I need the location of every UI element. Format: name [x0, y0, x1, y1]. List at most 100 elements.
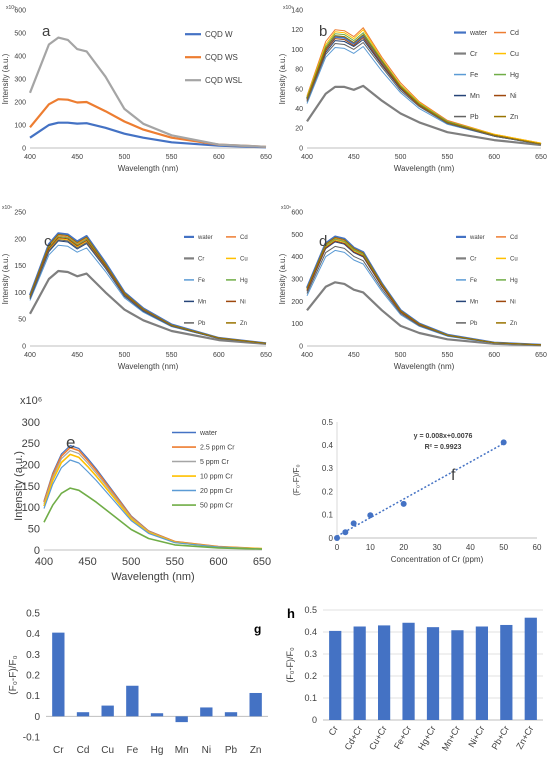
x-tick-label: 60	[533, 543, 542, 552]
legend-label: Hg	[240, 278, 248, 284]
y-tick-label: -0.1	[23, 733, 41, 744]
panel-letter: h	[287, 606, 295, 621]
legend-label: Fe	[198, 278, 206, 284]
y-tick-label: 100	[14, 290, 26, 297]
y-tick-label: 300	[22, 417, 40, 429]
x-tick-label: 450	[71, 352, 83, 359]
y-tick-label: 250	[22, 438, 40, 450]
y-tick-label: 20	[295, 126, 303, 133]
x-tick-label: 600	[213, 352, 225, 359]
y-tick-label: 150	[14, 263, 26, 270]
x-tick-label: Mn	[175, 745, 189, 756]
x-tick-label: 500	[395, 352, 407, 359]
legend-label: water	[199, 430, 218, 437]
y-tick-label: 0.3	[322, 464, 334, 473]
series-line-ni	[29, 237, 267, 344]
legend-label: water	[469, 30, 488, 37]
y-tick-label: 300	[291, 276, 303, 283]
x-axis-label: Wavelength (nm)	[394, 164, 455, 173]
bar-fe	[126, 685, 139, 717]
bar-cd-cr	[353, 626, 366, 720]
x-tick-label: 500	[122, 556, 140, 568]
x-axis-label: Wavelength (nm)	[118, 362, 179, 371]
panel-e-cr-concentration-spectra: 0 50 100 150 200 250 300 400 450 500 550 600 650 Wave…	[0, 386, 275, 590]
x-tick-label: Cu+Cr	[367, 724, 389, 752]
legend-label: Cr	[198, 257, 204, 263]
legend-label: Fe	[470, 72, 478, 79]
x-tick-label: 550	[166, 556, 184, 568]
y-tick-label: 0	[34, 545, 40, 557]
y-tick-label: 50	[18, 317, 26, 324]
legend-label: Hg	[510, 278, 518, 284]
legend-label: Ni	[240, 300, 246, 306]
equation-annotation: R² = 0.9923	[425, 444, 462, 451]
x-tick-label: 500	[119, 352, 131, 359]
y-tick-label: 250	[14, 209, 26, 216]
panel-d-emission-spectra: 0 100 200 300 400 500 600 400 450 500 550 600 650 Wav…	[275, 198, 550, 386]
y-multiplier-label: x10⁶	[281, 205, 291, 211]
legend-label: Fe	[470, 278, 478, 284]
y-tick-label: 0.1	[322, 511, 334, 520]
y-tick-label: 0	[22, 145, 26, 152]
legend-label: Cd	[510, 235, 518, 241]
data-point	[400, 500, 407, 507]
y-tick-label: 0	[329, 534, 334, 543]
equation-annotation: y = 0.008x+0.0076	[414, 433, 473, 440]
x-tick-label: 40	[466, 543, 475, 552]
x-tick-label: 10	[366, 543, 375, 552]
legend-label: Cr	[470, 257, 476, 263]
x-tick-label: 500	[395, 154, 407, 161]
series-line-cqd-wsl	[28, 36, 267, 148]
x-tick-label: Fe	[126, 745, 138, 756]
panel-g-selectivity-bars: -0.1 0 0.1 0.2 0.3 0.4 0.5 Cr Cd Cu Fe Hg Mn Ni Pb Zn (F…	[0, 596, 275, 774]
y-axis-label: Intensity (a.u.)	[13, 451, 25, 521]
legend-label: Mn	[470, 93, 480, 100]
series-line-zn	[306, 237, 542, 346]
y-tick-label: 200	[291, 299, 303, 306]
y-tick-label: 100	[291, 47, 303, 54]
series-line-pb	[29, 239, 267, 344]
panel-letter: b	[319, 23, 327, 40]
panel-e-svg: 0 50 100 150 200 250 300 400 450 500 550 600 650 Wave…	[13, 395, 271, 583]
legend-label: 2.5 ppm Cr	[200, 445, 235, 452]
series-line-cr	[29, 269, 267, 345]
legend-label: Cu	[510, 51, 519, 58]
y-axis-label: (F₀-F)/F₀	[285, 647, 295, 683]
y-tick-label: 0.5	[26, 609, 40, 620]
bar-hg	[150, 713, 164, 717]
series-line-hg	[306, 32, 542, 145]
y-axis-label: Intensity (a.u.)	[278, 253, 287, 304]
x-tick-label: 650	[260, 352, 272, 359]
series-line-fe	[29, 244, 267, 344]
bar-ni	[200, 707, 213, 717]
y-tick-label: 200	[22, 460, 40, 472]
x-tick-label: 30	[433, 543, 442, 552]
x-tick-label: 400	[301, 352, 313, 359]
panel-b-svg: 0 20 40 60 80 100 120 140 400 450 500 550 600 650 Wave…	[278, 5, 547, 173]
x-tick-label: Mn+Cr	[440, 724, 462, 753]
legend-label: Cd	[240, 235, 248, 241]
y-tick-label: 100	[14, 122, 26, 129]
data-point	[350, 520, 357, 527]
series-line-pb	[306, 245, 542, 346]
series-line-mn	[306, 241, 542, 346]
legend-label: Pb	[470, 321, 478, 327]
bar-pb-cr	[500, 624, 513, 720]
bar-mn-cr	[451, 630, 464, 720]
y-tick-label: 0.5	[322, 418, 334, 427]
panel-letter: d	[319, 233, 327, 250]
data-point	[342, 529, 349, 536]
x-tick-label: 600	[488, 352, 500, 359]
x-tick-label: 20	[399, 543, 408, 552]
x-tick-label: Zn	[250, 745, 262, 756]
x-axis-label: Wavelength (nm)	[118, 164, 179, 173]
y-tick-label: 0.2	[304, 671, 317, 681]
legend-label: water	[197, 235, 213, 241]
y-multiplier-label: x10⁶	[20, 395, 42, 407]
panel-letter: e	[66, 433, 75, 452]
bar-zn	[249, 692, 262, 717]
panel-d-svg: 0 100 200 300 400 500 600 400 450 500 550 600 650 Wav…	[278, 205, 547, 371]
x-tick-label: Pb	[225, 745, 238, 756]
y-tick-label: 40	[295, 106, 303, 113]
panel-a-svg: 0 100 200 300 400 500 600 400 450 500 550 600 650 Wav…	[1, 5, 272, 173]
